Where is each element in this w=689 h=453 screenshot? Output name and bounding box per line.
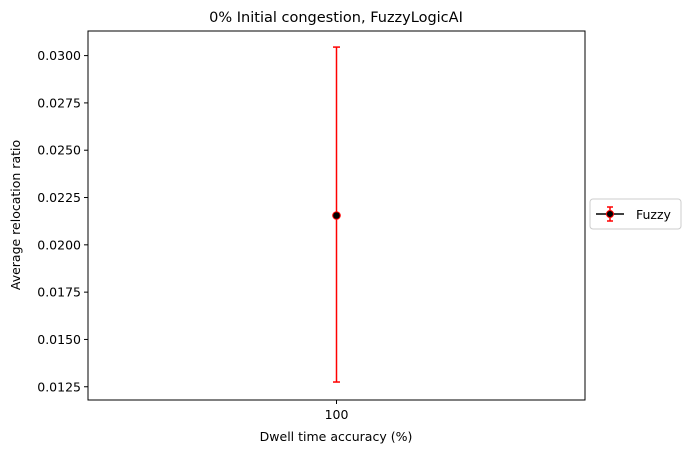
legend-label: Fuzzy xyxy=(636,207,672,222)
legend-marker xyxy=(606,210,614,218)
data-point xyxy=(332,211,341,220)
y-tick-label: 0.0275 xyxy=(37,95,81,110)
y-tick-label: 0.0225 xyxy=(37,190,81,205)
y-tick-label: 0.0175 xyxy=(37,285,81,300)
y-tick-label: 0.0250 xyxy=(37,143,81,158)
y-axis: 0.0125 0.0150 0.0175 0.0200 0.0225 0.0250 0.02… xyxy=(37,48,88,394)
chart-title: 0% Initial congestion, FuzzyLogicAI xyxy=(209,10,463,26)
x-axis-label: Dwell time accuracy (%) xyxy=(260,429,413,444)
y-axis-label: Average relocation ratio xyxy=(8,140,23,290)
x-axis: 100 xyxy=(325,400,349,422)
series-layer xyxy=(332,46,341,383)
legend: Fuzzy xyxy=(589,198,682,230)
y-tick-label: 0.0125 xyxy=(37,379,81,394)
y-tick-label: 0.0300 xyxy=(37,48,81,63)
y-tick-label: 0.0200 xyxy=(37,237,81,252)
x-tick-label: 100 xyxy=(325,407,349,422)
y-tick-label: 0.0150 xyxy=(37,332,81,347)
